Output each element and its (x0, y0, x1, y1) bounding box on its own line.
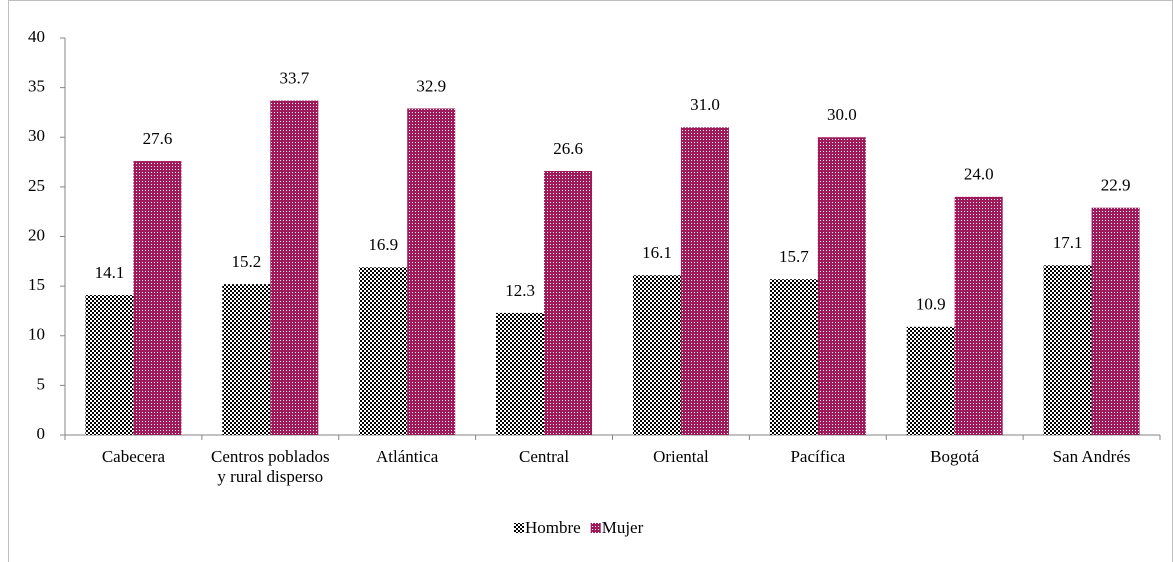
bar (1091, 207, 1140, 435)
x-label-box: Atlántica (376, 447, 439, 466)
x-label-box: Cabecera (101, 447, 166, 466)
y-tick-label: 15 (28, 275, 45, 294)
value-label: 27.6 (143, 129, 173, 148)
value-label: 17.1 (1053, 233, 1083, 252)
value-label: 26.6 (553, 139, 583, 158)
bar (270, 100, 319, 435)
legend-label: Mujer (602, 518, 644, 537)
value-label: 32.9 (416, 76, 446, 95)
x-tick-label: Cabecera (101, 447, 166, 466)
legend-swatch (590, 523, 601, 533)
x-label-box: Bogotá (930, 447, 980, 466)
bar (680, 127, 729, 435)
bar (632, 275, 681, 435)
bar (906, 326, 955, 435)
value-label: 16.1 (642, 243, 672, 262)
y-tick-label: 0 (37, 424, 46, 443)
x-tick-label: Atlántica (376, 447, 439, 466)
value-label: 33.7 (279, 68, 309, 87)
value-label: 30.0 (827, 105, 857, 124)
value-label: 24.0 (964, 165, 994, 184)
legend-label: Hombre (525, 518, 581, 537)
value-label: 10.9 (916, 295, 946, 314)
x-tick-label: Central (519, 447, 570, 466)
bar (85, 295, 134, 435)
x-tick-label: Centros poblados y rural disperso (211, 447, 330, 486)
bar (496, 312, 545, 435)
bar (222, 284, 271, 435)
bar (359, 267, 408, 435)
value-label: 31.0 (690, 95, 720, 114)
bar (1043, 265, 1092, 435)
x-label-box: Oriental (653, 447, 709, 466)
y-tick-label: 20 (28, 225, 45, 244)
value-label: 14.1 (95, 263, 125, 282)
value-label: 15.7 (779, 247, 809, 266)
bar (954, 196, 1003, 435)
value-label: 22.9 (1101, 176, 1131, 195)
x-tick-label: Oriental (653, 447, 709, 466)
value-label: 12.3 (505, 281, 535, 300)
bar (133, 161, 182, 435)
y-tick-label: 5 (37, 374, 46, 393)
y-tick-label: 10 (28, 325, 45, 344)
x-label-box: San Andrés (1052, 447, 1131, 466)
y-tick-label: 30 (28, 126, 45, 145)
bar (769, 279, 818, 435)
y-tick-label: 35 (28, 77, 45, 96)
value-label: 15.2 (231, 252, 261, 271)
x-label-box: Centros poblados y rural disperso (211, 447, 330, 486)
bar (544, 170, 593, 435)
x-label-box: Pacífica (790, 447, 846, 466)
y-tick-label: 25 (28, 176, 45, 195)
x-label-box: Central (519, 447, 570, 466)
bar (817, 137, 866, 435)
legend-swatch (514, 523, 524, 533)
bar (407, 108, 456, 435)
x-tick-label: Pacífica (790, 447, 846, 466)
value-label: 16.9 (368, 235, 398, 254)
y-tick-label: 40 (28, 27, 45, 46)
x-tick-label: San Andrés (1052, 447, 1131, 466)
x-tick-label: Bogotá (930, 447, 980, 466)
